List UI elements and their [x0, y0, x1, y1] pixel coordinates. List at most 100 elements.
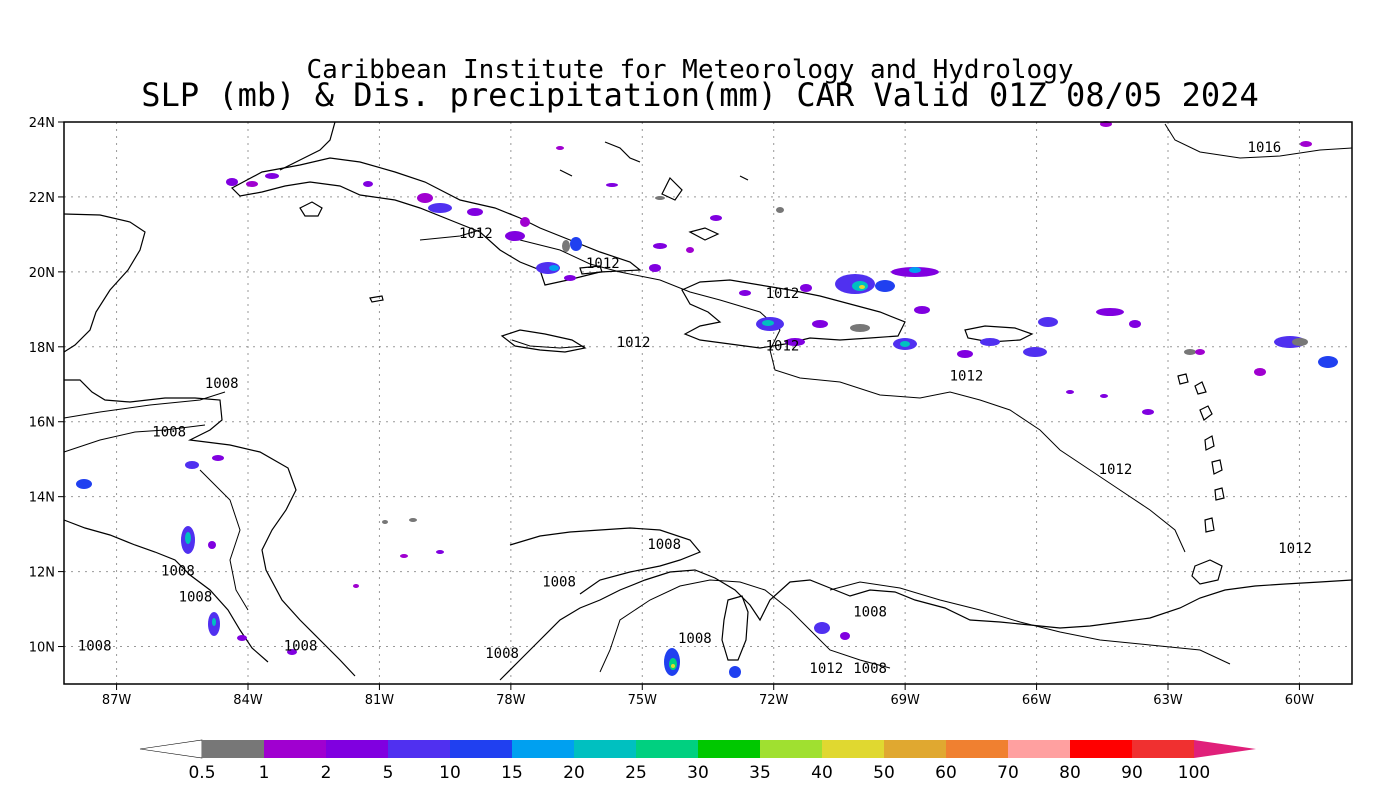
colorbar-segment — [822, 740, 884, 758]
colorbar-label: 1 — [259, 763, 270, 783]
isobar-label: 1012 — [950, 369, 984, 385]
precip-cell — [549, 265, 559, 271]
precip-cell — [246, 181, 258, 187]
colorbar-segment — [264, 740, 326, 758]
colorbar-over-triangle — [1194, 740, 1256, 758]
coastline-jamaica — [500, 329, 587, 353]
precip-cell — [382, 520, 388, 524]
colorbar-under-triangle — [139, 739, 203, 759]
precip-cell — [287, 649, 297, 655]
coastline-colombia-coast — [509, 527, 701, 595]
colorbar-label: 5 — [383, 763, 394, 783]
coastline-trinidad — [1191, 559, 1223, 585]
precip-cell — [671, 664, 675, 668]
isobar-label: 1008 — [179, 590, 213, 606]
latitude-axis: 24N 22N 20N 18N 16N 14N 12N 10N — [29, 116, 64, 656]
lat-tick-label: 24N — [29, 116, 55, 131]
isobar-label: 1012 — [459, 226, 493, 242]
precip-cell — [428, 203, 452, 213]
precip-cell — [226, 178, 238, 186]
precipitation-colorbar: 0.5 1 2 5 10 15 20 25 30 35 40 50 60 70 80 90 100 — [139, 739, 1256, 783]
precip-cell — [1038, 317, 1058, 327]
colorbar-label: 25 — [625, 763, 647, 783]
coastline-hispaniola — [681, 279, 906, 349]
coastline-south-america — [499, 569, 1353, 681]
coastlines — [63, 121, 1353, 681]
precip-cell — [762, 320, 774, 326]
precip-cell — [739, 290, 751, 296]
precip-cell — [785, 338, 805, 346]
coastline-central-america — [63, 213, 356, 677]
lon-tick-label: 87W — [102, 693, 132, 708]
isobar-label: 1008 — [647, 537, 681, 553]
colorbar-segment — [1070, 740, 1132, 758]
precip-cell — [1195, 349, 1205, 355]
isobar-label: 1008 — [161, 563, 195, 579]
lat-tick-label: 10N — [29, 641, 55, 656]
precip-cell — [265, 173, 279, 179]
colorbar-segment — [202, 740, 264, 758]
coastline-florida — [279, 121, 336, 171]
precip-cell — [363, 181, 373, 187]
isobar-label: 1008 — [485, 646, 519, 662]
longitude-axis: 87W 84W 81W 78W 75W 72W 69W 66W 63W 60W — [102, 684, 1314, 708]
precip-cell — [212, 618, 216, 626]
colorbar-segment — [512, 740, 574, 758]
colorbar-label: 20 — [563, 763, 585, 783]
precip-cell — [850, 324, 870, 332]
isobar-label: 1012 — [766, 339, 800, 355]
precip-cell — [1100, 394, 1108, 398]
isobar-label: 1008 — [542, 575, 576, 591]
coastline-cayman — [579, 265, 603, 275]
precip-cell — [185, 461, 199, 469]
isobar-label: 1012 — [1099, 462, 1133, 478]
lat-tick-label: 22N — [29, 191, 55, 206]
isobar-1016 — [1164, 123, 1353, 159]
precip-cell — [1254, 368, 1266, 376]
lon-tick-label: 60W — [1285, 693, 1315, 708]
precip-cell — [1184, 349, 1196, 355]
precip-cell — [400, 554, 408, 558]
precip-cell — [1142, 409, 1154, 415]
lat-tick-label: 16N — [29, 416, 55, 431]
precip-cell — [1066, 390, 1074, 394]
colorbar-label: 40 — [811, 763, 833, 783]
precip-cell — [564, 275, 576, 281]
colorbar-segment — [574, 740, 636, 758]
colorbar-label: 2 — [321, 763, 332, 783]
isobar-label: 1008 — [78, 638, 112, 654]
lon-tick-label: 78W — [496, 693, 526, 708]
precip-cell — [909, 267, 921, 273]
coastline-bahamas — [559, 141, 749, 241]
isobar-label: 1012 — [617, 335, 651, 351]
map-panel: 1016 1012 1012 1012 1012 1012 1012 1012 1012 1008… — [63, 121, 1353, 685]
precip-cell — [875, 280, 895, 292]
isobar-label: 1008 — [853, 605, 887, 621]
isobar-label: 1008 — [205, 376, 239, 392]
colorbar-segment — [326, 740, 388, 758]
precip-cell — [686, 247, 694, 253]
isobar-label: 1008 — [853, 661, 887, 677]
precip-cell — [859, 285, 865, 289]
colorbar-label: 30 — [687, 763, 709, 783]
isobar-label: 1016 — [1248, 140, 1282, 156]
isobar-1008-west — [63, 391, 249, 611]
isobar-label: 1008 — [284, 638, 318, 654]
precip-cell — [655, 196, 665, 200]
precip-cell — [353, 584, 359, 588]
precip-cell — [957, 350, 973, 358]
coastline-lesser-antilles — [1177, 373, 1225, 533]
lon-tick-label: 72W — [759, 693, 789, 708]
precip-cell — [467, 208, 483, 216]
precip-cell — [185, 532, 191, 544]
lon-tick-label: 84W — [233, 693, 263, 708]
precip-cell — [914, 306, 930, 314]
colorbar-segment — [1132, 740, 1194, 758]
lat-tick-label: 12N — [29, 566, 55, 581]
colorbar-segment — [636, 740, 698, 758]
precip-cell — [436, 550, 444, 554]
precip-cell — [900, 341, 910, 347]
precip-cell — [208, 541, 216, 549]
colorbar-label: 35 — [749, 763, 771, 783]
